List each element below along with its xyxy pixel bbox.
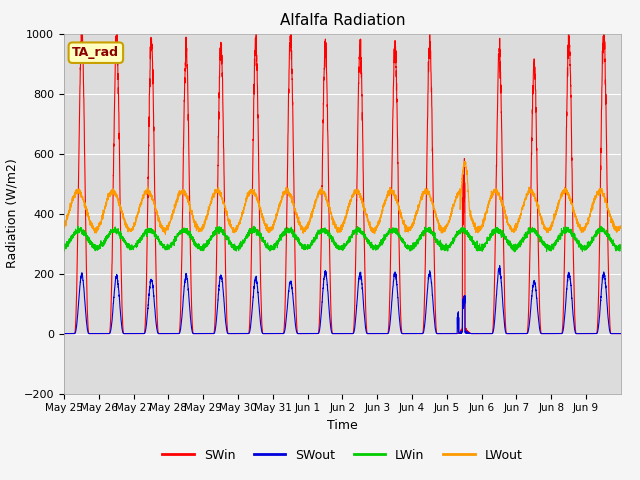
LWin [364,235,371,241]
LWin [60,246,68,252]
SWout [523,331,531,336]
Y-axis label: Radiation (W/m2): Radiation (W/m2) [5,159,18,268]
LWin [523,230,531,236]
LWin [511,249,518,255]
LWout [60,222,68,228]
SWout [617,331,625,336]
X-axis label: Time: Time [327,419,358,432]
LWout [523,193,531,199]
SWin [364,330,371,336]
SWin [617,331,625,336]
SWin [393,101,401,107]
LWout [461,158,468,164]
LWout [537,215,545,221]
SWout [175,330,183,336]
SWin [60,331,68,336]
LWout [617,224,625,229]
SWout [496,263,504,269]
LWin [74,223,82,229]
SWout [363,331,371,336]
LWout [176,192,184,198]
SWin [537,329,545,335]
SWout [495,266,503,272]
Line: SWin: SWin [64,22,621,334]
LWin [617,243,625,249]
SWout [60,331,68,336]
LWout [161,232,169,238]
Line: LWin: LWin [64,226,621,252]
LWout [364,212,371,217]
SWout [393,281,401,287]
Line: SWout: SWout [64,266,621,334]
LWin [176,229,184,235]
LWout [393,199,401,204]
Title: Alfalfa Radiation: Alfalfa Radiation [280,13,405,28]
Text: TA_rad: TA_rad [72,46,119,59]
Legend: SWin, SWout, LWin, LWout: SWin, SWout, LWin, LWout [157,444,527,467]
LWin [495,228,503,234]
Line: LWout: LWout [64,161,621,235]
SWin [176,328,184,334]
SWin [495,46,503,51]
SWout [537,330,545,336]
LWout [495,193,503,199]
SWin [523,331,531,336]
LWin [393,229,401,235]
SWin [78,19,86,24]
LWin [537,237,545,243]
